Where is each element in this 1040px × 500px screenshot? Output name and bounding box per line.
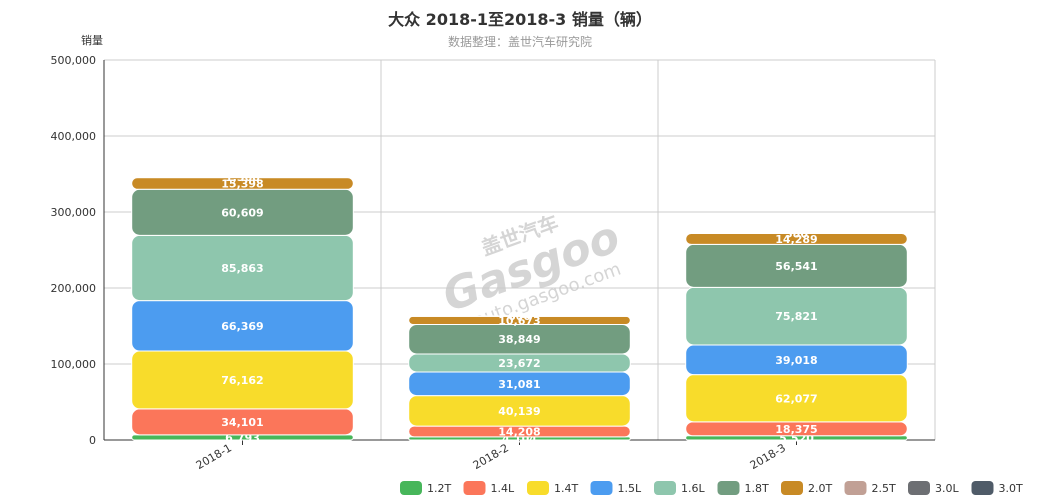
legend-label: 1.4T — [554, 482, 578, 495]
legend-label: 1.2T — [427, 482, 451, 495]
data-label: 580 — [785, 227, 808, 240]
data-label: 15,398 — [221, 177, 263, 190]
data-label: 23,672 — [498, 357, 540, 370]
legend-swatch — [654, 481, 676, 495]
legend-swatch — [463, 481, 486, 495]
data-label: 60,609 — [221, 206, 263, 219]
legend-label: 1.4L — [491, 482, 515, 495]
data-label: 31,081 — [498, 378, 540, 391]
bar-segment — [131, 176, 354, 179]
legend-label: 2.0T — [808, 482, 832, 495]
legend-swatch — [400, 481, 422, 495]
data-label: 1,308 — [225, 171, 260, 184]
legend-label: 3.0L — [935, 482, 959, 495]
legend-label: 2.5T — [872, 482, 896, 495]
legend-swatch — [781, 481, 803, 495]
legend-label: 1.5L — [618, 482, 642, 495]
data-label: 600 — [508, 310, 531, 323]
legend-swatch — [844, 481, 867, 495]
data-label: 10,673 — [498, 314, 540, 327]
x-tick-label: 2018-3 — [748, 441, 788, 472]
data-label: 39,018 — [775, 354, 817, 367]
chart-subtitle: 数据整理：盖世汽车研究院 — [447, 35, 592, 49]
x-tick-label: 2018-1 — [194, 441, 234, 472]
legend-swatch — [527, 481, 549, 495]
y-tick-label: 200,000 — [51, 282, 97, 295]
legend: 1.2T 1.4L 1.4T 1.5L 1.6L 1.8T 2.0T 2.5T 3.0L 3.0T — [400, 481, 1023, 495]
data-label: 38,849 — [498, 333, 540, 346]
x-tick-label: 2018-2 — [471, 441, 511, 472]
legend-swatch — [717, 481, 740, 495]
bars: 6,79334,10176,16266,36985,86360,60915,39… — [131, 171, 908, 445]
data-label: 56,541 — [775, 260, 817, 273]
data-label: 34,101 — [221, 416, 263, 429]
data-label: 14,289 — [775, 233, 817, 246]
legend-swatch — [971, 481, 994, 495]
data-label: 75,821 — [775, 310, 817, 323]
y-tick-label: 0 — [89, 434, 96, 447]
data-label: 66,369 — [221, 320, 263, 333]
y-tick-label: 400,000 — [51, 130, 97, 143]
legend-label: 3.0T — [999, 482, 1023, 495]
y-tick-label: 100,000 — [51, 358, 97, 371]
data-label: 62,077 — [775, 392, 817, 405]
legend-label: 1.6L — [681, 482, 705, 495]
y-tick-label: 500,000 — [51, 54, 97, 67]
data-label: 14,208 — [498, 425, 540, 438]
legend-swatch — [908, 481, 930, 495]
y-tick-label: 300,000 — [51, 206, 97, 219]
legend-swatch — [590, 481, 613, 495]
data-label: 76,162 — [221, 374, 263, 387]
data-label: 85,863 — [221, 262, 263, 275]
data-label: 40,139 — [498, 405, 540, 418]
data-label: 18,375 — [775, 423, 817, 436]
legend-label: 1.8T — [745, 482, 769, 495]
y-axis-label: 销量 — [81, 33, 103, 47]
chart-title: 大众 2018-1至2018-3 销量（辆） — [388, 10, 652, 29]
